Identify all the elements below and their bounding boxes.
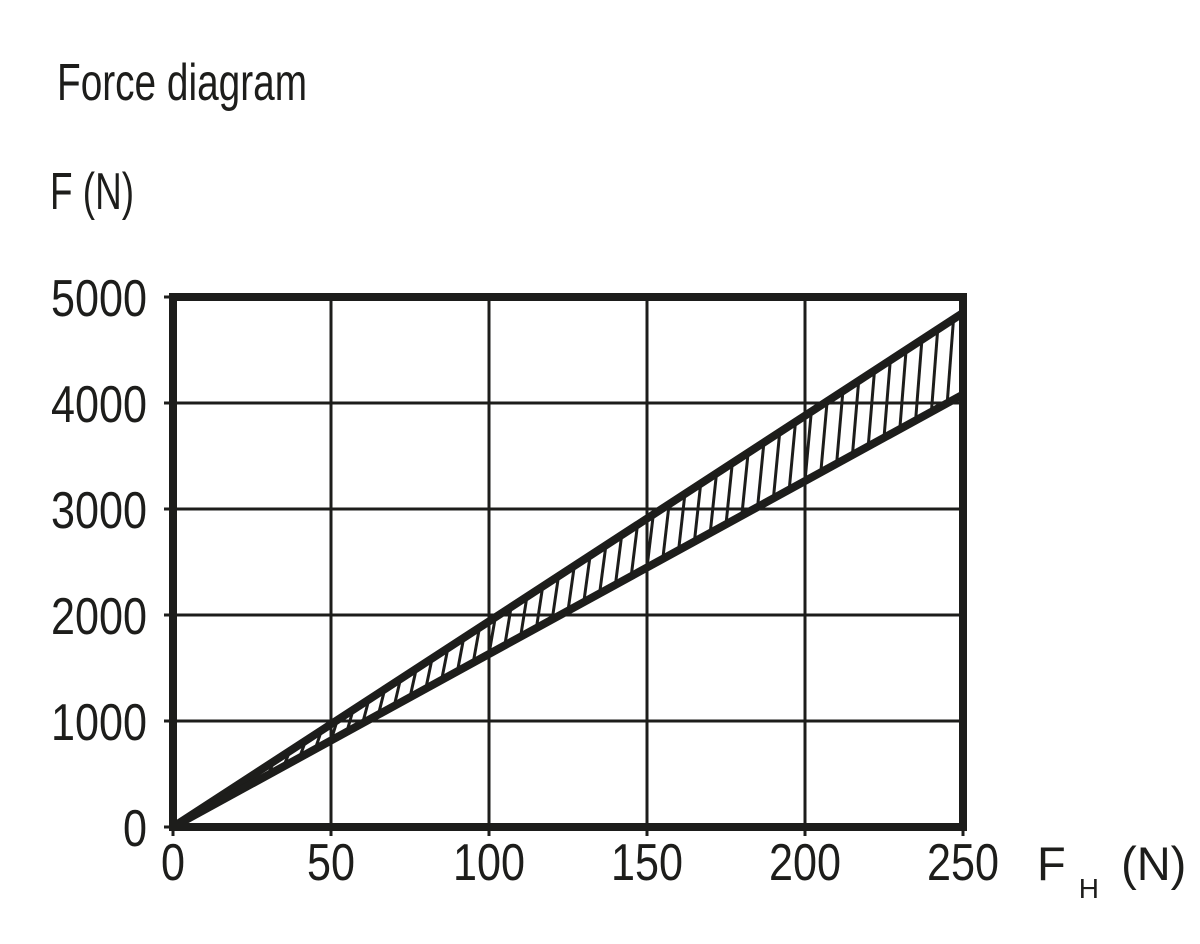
hatch-mark <box>629 524 640 577</box>
hatch-mark <box>740 452 750 516</box>
hatch-mark <box>914 339 924 421</box>
hatch-mark <box>929 329 940 412</box>
y-tick-label: 4000 <box>51 376 147 434</box>
hatch-mark <box>566 565 576 611</box>
hatch-mark <box>471 627 481 663</box>
hatch-mark <box>598 545 608 594</box>
hatch-mark <box>519 596 529 637</box>
x-tick-label: 0 <box>161 834 185 892</box>
tick-label-layer: 0 1000 2000 3000 4000 5000 0 50 100 150 200 250 <box>51 270 999 892</box>
x-tick-label: 150 <box>611 834 683 892</box>
hatch-mark <box>771 432 782 499</box>
hatch-mark <box>645 514 655 568</box>
x-tick-label: 250 <box>927 834 999 892</box>
hatch-mark <box>787 421 798 490</box>
hatch-mark <box>803 411 813 482</box>
hatch-mark <box>503 606 513 646</box>
hatch-mark <box>850 380 861 456</box>
plot-frame <box>169 293 967 831</box>
hatch-mark <box>756 442 766 508</box>
hatch-mark <box>534 586 545 629</box>
chart-title: Force diagram <box>57 54 307 112</box>
y-tick-label: 0 <box>123 800 147 858</box>
hatch-mark <box>550 575 561 620</box>
hatch-mark <box>882 360 892 438</box>
y-axis-title: F (N) <box>50 163 134 221</box>
lower-limit-line <box>171 391 965 831</box>
hatch-mark <box>487 616 497 655</box>
series-layer <box>170 309 966 831</box>
hatch-mark <box>692 483 703 542</box>
hatch-mark <box>898 349 908 430</box>
hatch-mark <box>582 555 592 603</box>
hatch-mark <box>455 637 466 672</box>
y-tick-label: 3000 <box>51 482 147 540</box>
x-tick-label: 200 <box>769 834 841 892</box>
hatch-mark <box>945 318 956 404</box>
x-axis-title: F H (N) <box>1037 837 1186 908</box>
x-axis-title-unit: (N) <box>1121 837 1186 890</box>
x-tick-label: 100 <box>453 834 525 892</box>
hatch-mark <box>819 401 829 473</box>
hatch-mark <box>835 390 845 464</box>
y-tick-label: 5000 <box>51 270 147 328</box>
x-tick-label: 50 <box>307 834 355 892</box>
y-tick-label: 2000 <box>51 588 147 646</box>
hatch-mark <box>677 493 687 551</box>
x-axis-title-subscript: H <box>1079 873 1099 904</box>
hatch-mark <box>661 503 671 560</box>
plot-border <box>169 293 967 831</box>
y-tick-label: 1000 <box>51 694 147 752</box>
hatch-mark <box>708 473 719 534</box>
hatch-mark <box>866 370 877 447</box>
hatch-mark <box>613 534 624 585</box>
x-axis-title-main: F <box>1037 837 1066 890</box>
hatch-mark <box>724 462 734 525</box>
upper-limit-line <box>170 309 966 831</box>
